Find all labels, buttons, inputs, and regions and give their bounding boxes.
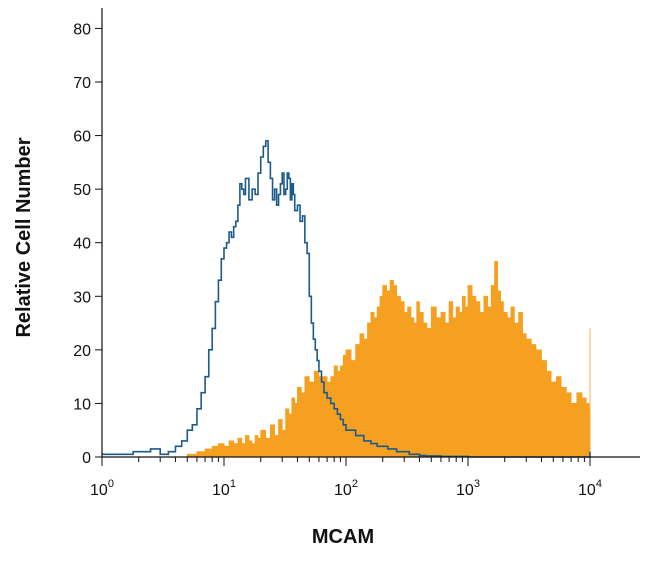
y-tick-label: 70 [73,75,91,92]
x-tick-base: 10 [90,482,108,499]
series-layer [102,140,591,458]
x-tick-exponent: 4 [596,478,602,490]
x-axis-title: MCAM [312,526,374,548]
x-tick-label: 101 [212,478,236,499]
x-tick-base: 10 [578,482,596,499]
x-tick-base: 10 [334,482,352,499]
y-axis-title: Relative Cell Number [13,137,35,337]
y-tick-label: 0 [82,450,91,467]
x-tick-exponent: 0 [108,478,114,490]
x-tick-base: 10 [456,482,474,499]
y-tick-label: 60 [73,129,91,146]
y-tick-label: 20 [73,343,91,360]
stained-histogram [102,261,591,458]
x-tick-label: 103 [456,478,480,499]
x-tick-label: 104 [578,478,602,499]
x-tick-label: 100 [90,478,114,499]
x-tick-label: 102 [334,478,358,499]
y-tick-label: 50 [73,182,91,199]
axes-layer [101,8,640,458]
y-tick-label: 10 [73,396,91,413]
x-tick-exponent: 1 [230,478,236,490]
x-tick-exponent: 2 [352,478,358,490]
x-tick-exponent: 3 [474,478,480,490]
y-tick-label: 30 [73,289,91,306]
y-tick-label: 40 [73,236,91,253]
control-histogram [102,140,591,458]
y-tick-label: 80 [73,21,91,38]
x-tick-base: 10 [212,482,230,499]
